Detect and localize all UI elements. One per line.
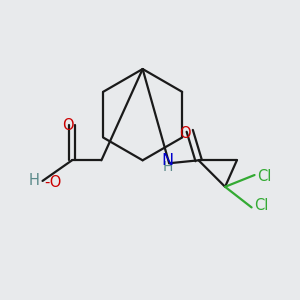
Text: O: O [179,126,191,141]
Text: H: H [29,173,40,188]
Text: Cl: Cl [254,198,269,213]
Text: -O: -O [44,175,61,190]
Text: H: H [163,160,173,174]
Text: Cl: Cl [257,169,272,184]
Text: O: O [62,118,74,133]
Text: N: N [162,153,174,168]
